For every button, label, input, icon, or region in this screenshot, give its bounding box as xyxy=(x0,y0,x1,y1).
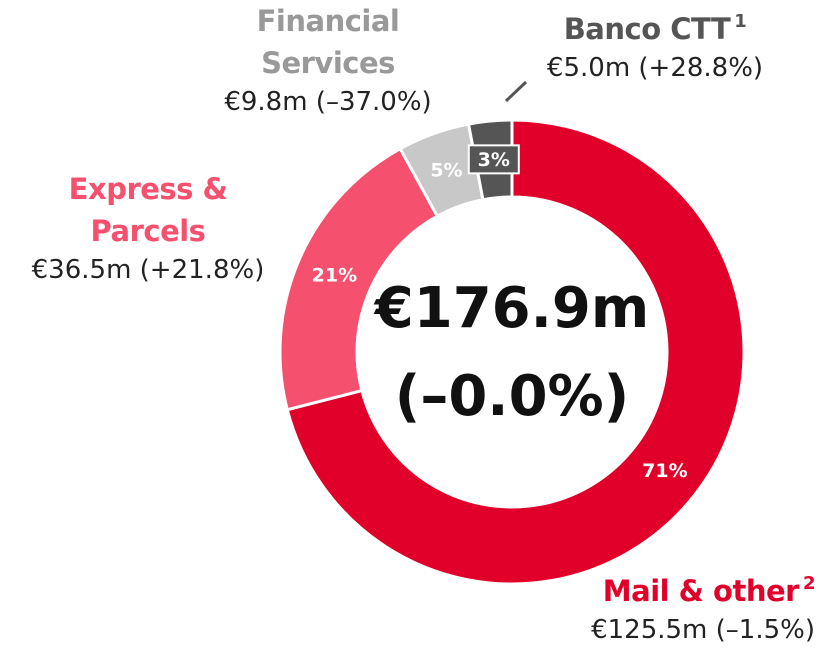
center-subtitle: (–0.0%) xyxy=(395,364,630,429)
leader-line xyxy=(504,80,528,103)
value-label-box xyxy=(467,144,520,175)
category-label: Banco CTT 1 €5.0m (+28.8%) xyxy=(520,8,790,86)
footnote-mark: 2 xyxy=(802,573,816,594)
value-label: 21% xyxy=(312,265,357,287)
slice xyxy=(278,146,440,412)
amount: €9.8m (–37.0%) xyxy=(224,87,432,117)
category-name: Mail & other 2 xyxy=(555,570,816,612)
amount: €5.0m (+28.8%) xyxy=(546,53,764,83)
footnote-mark: 1 xyxy=(734,11,747,32)
category-text: Express & Parcels xyxy=(68,172,228,248)
category-name: Banco CTT 1 xyxy=(520,8,790,50)
category-text: Financial Services xyxy=(256,4,400,80)
category-name: Financial Services xyxy=(228,0,428,84)
value-label: 3% xyxy=(478,149,510,171)
amount: €36.5m (+21.8%) xyxy=(31,255,265,285)
category-label: Financial Services €9.8m (–37.0%) xyxy=(198,0,458,120)
value-label: 71% xyxy=(642,460,687,482)
category-text: Mail & other xyxy=(602,574,800,608)
slices xyxy=(278,118,746,586)
category-label: Express & Parcels €36.5m (+21.8%) xyxy=(18,168,278,288)
amount: €125.5m (–1.5%) xyxy=(591,615,815,645)
category-label: Mail & other 2 €125.5m (–1.5%) xyxy=(555,570,815,648)
category-text: Banco CTT xyxy=(563,12,731,46)
value-label: 5% xyxy=(430,159,462,181)
category-name: Express & Parcels xyxy=(48,168,248,252)
center-title: €176.9m xyxy=(373,276,649,341)
slice xyxy=(285,118,746,586)
